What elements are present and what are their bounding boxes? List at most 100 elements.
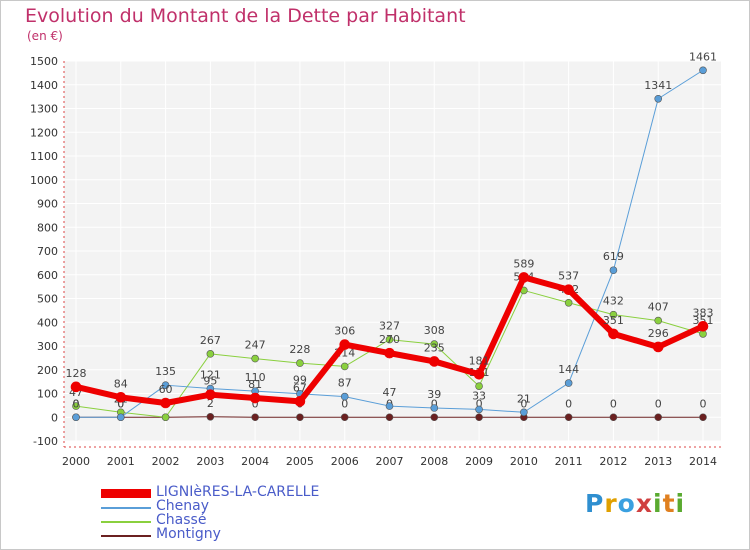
- legend-label: Montigny: [156, 526, 221, 542]
- data-label: 351: [603, 314, 624, 327]
- data-label: 247: [245, 339, 266, 352]
- x-tick-label: 2005: [286, 455, 314, 468]
- data-point: [384, 347, 395, 359]
- data-label: 0: [341, 397, 348, 410]
- data-label: 39: [427, 388, 441, 401]
- x-tick-label: 2000: [62, 455, 90, 468]
- x-tick-label: 2008: [420, 455, 448, 468]
- data-point: [385, 335, 394, 344]
- data-label: 1341: [644, 79, 672, 92]
- legend-swatch: [101, 489, 151, 498]
- y-tick-label: 1400: [30, 79, 58, 92]
- legend-swatch: [101, 535, 151, 537]
- y-tick-label: 1100: [30, 150, 58, 163]
- data-point: [72, 413, 80, 422]
- x-tick-label: 2012: [599, 455, 627, 468]
- data-point: [205, 389, 216, 400]
- data-label: 267: [200, 334, 221, 347]
- data-label: 0: [117, 397, 124, 410]
- data-label: 0: [655, 397, 662, 410]
- legend-swatch: [101, 507, 151, 509]
- data-point: [564, 298, 573, 307]
- data-point: [563, 284, 574, 296]
- x-tick-label: 2007: [376, 455, 404, 468]
- legend-label: LIGNIèRES-LA-CARELLE: [156, 484, 320, 500]
- data-point: [652, 341, 664, 353]
- data-point: [699, 66, 707, 75]
- data-label: 327: [379, 320, 400, 333]
- y-tick-label: -100: [33, 435, 58, 448]
- data-label: 0: [610, 397, 617, 410]
- data-point: [475, 405, 483, 414]
- data-point: [430, 340, 439, 348]
- x-tick-label: 2014: [689, 455, 717, 468]
- y-tick-label: 100: [37, 388, 58, 401]
- data-label: 95: [203, 375, 217, 388]
- data-point: [160, 397, 171, 409]
- x-tick-label: 2009: [465, 455, 493, 468]
- data-label: 81: [248, 378, 262, 391]
- x-tick-label: 2001: [107, 455, 135, 468]
- data-point: [430, 413, 439, 422]
- data-point: [654, 413, 663, 422]
- data-point: [428, 356, 440, 367]
- data-label: 619: [603, 250, 624, 263]
- data-point: [161, 413, 170, 422]
- y-tick-label: 800: [37, 221, 58, 234]
- data-point: [475, 413, 483, 422]
- x-tick-label: 2004: [241, 455, 269, 468]
- data-label: 110: [245, 371, 266, 384]
- data-point: [206, 350, 215, 358]
- data-label: 144: [558, 363, 579, 376]
- data-point: [161, 381, 170, 389]
- y-tick-label: 600: [37, 269, 58, 282]
- data-point: [609, 413, 618, 422]
- data-point: [518, 272, 530, 283]
- data-point: [116, 413, 125, 422]
- data-label: 0: [117, 397, 124, 410]
- data-label: 87: [338, 377, 352, 390]
- y-tick-label: 1000: [30, 174, 58, 187]
- y-tick-label: 500: [37, 293, 58, 306]
- data-label: 2: [207, 397, 214, 410]
- data-label: 537: [558, 270, 579, 283]
- x-tick-label: 2006: [331, 455, 359, 468]
- data-label: 47: [383, 386, 397, 399]
- y-tick-label: 400: [37, 316, 58, 329]
- data-label: 1461: [689, 50, 717, 63]
- data-label: 135: [155, 365, 176, 378]
- data-label: 432: [603, 295, 624, 308]
- data-point: [475, 382, 483, 390]
- data-label: 0: [73, 397, 80, 410]
- y-tick-label: 300: [37, 340, 58, 353]
- proxiti-logo: Proxiti: [585, 489, 686, 518]
- legend-swatch: [101, 521, 151, 523]
- data-point: [340, 413, 349, 422]
- data-point: [296, 359, 304, 367]
- data-point: [608, 328, 619, 340]
- data-label: 296: [648, 327, 669, 340]
- data-point: [72, 402, 80, 410]
- data-point: [699, 413, 707, 422]
- data-point: [385, 413, 394, 422]
- data-label: 306: [334, 325, 355, 338]
- y-tick-label: 200: [37, 364, 58, 377]
- y-tick-label: 700: [37, 245, 58, 258]
- data-label: 351: [693, 314, 714, 327]
- data-label: 0: [565, 397, 572, 410]
- data-label: 84: [114, 377, 128, 390]
- data-label: 33: [472, 389, 486, 402]
- data-label: 21: [517, 392, 531, 405]
- data-label: 228: [289, 343, 310, 356]
- data-label: 0: [252, 397, 259, 410]
- data-point: [564, 379, 573, 387]
- legend-label: Chassé: [156, 512, 207, 528]
- data-point: [294, 396, 306, 407]
- data-point: [339, 339, 351, 350]
- data-point: [249, 392, 261, 404]
- data-point: [206, 412, 215, 421]
- data-point: [654, 94, 663, 103]
- x-tick-label: 2002: [152, 455, 180, 468]
